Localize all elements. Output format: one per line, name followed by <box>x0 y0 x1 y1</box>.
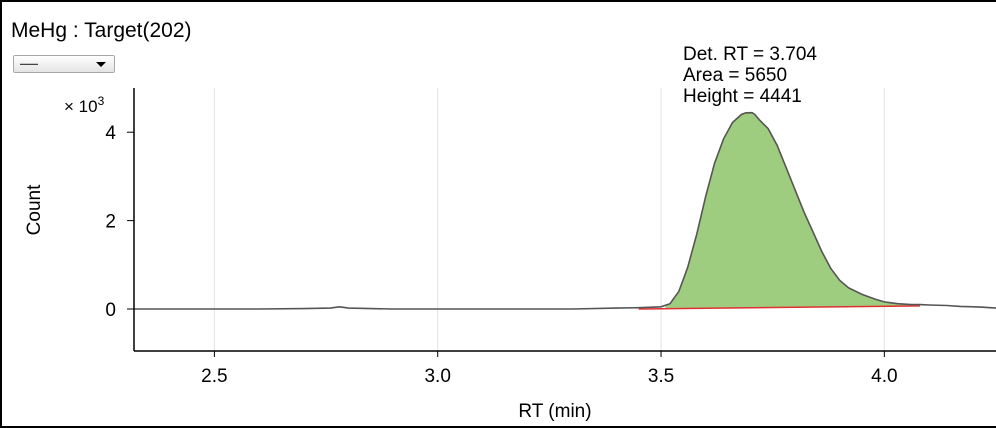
x-tick-label: 2.5 <box>201 366 227 387</box>
x-tick-label: 3.5 <box>648 366 674 387</box>
annotation-height: Height = 4441 <box>683 86 802 107</box>
peak-baseline <box>638 305 921 310</box>
x-tick-label: 4.0 <box>871 366 897 387</box>
y-multiplier-exponent: 3 <box>98 94 105 108</box>
chevron-down-icon <box>96 62 106 67</box>
y-tick-label: 2 <box>105 212 116 233</box>
peak-area-fill <box>665 112 921 309</box>
chromatogram-trace <box>134 111 996 310</box>
y-axis-label: Count <box>24 184 45 235</box>
y-multiplier: × 103 <box>64 94 105 116</box>
x-tick-label: 3.0 <box>424 366 450 387</box>
annotation-det-rt: Det. RT = 3.704 <box>683 44 817 65</box>
x-axis-label: RT (min) <box>518 401 591 422</box>
trace-dropdown[interactable]: — <box>13 53 115 73</box>
dropdown-value: — <box>20 53 38 73</box>
annotation-area: Area = 5650 <box>683 65 787 86</box>
y-tick-label: 0 <box>105 300 116 321</box>
y-multiplier-base: × 10 <box>64 97 98 116</box>
chart-title: MeHg : Target(202) <box>11 19 192 42</box>
y-tick-label: 4 <box>105 123 116 144</box>
